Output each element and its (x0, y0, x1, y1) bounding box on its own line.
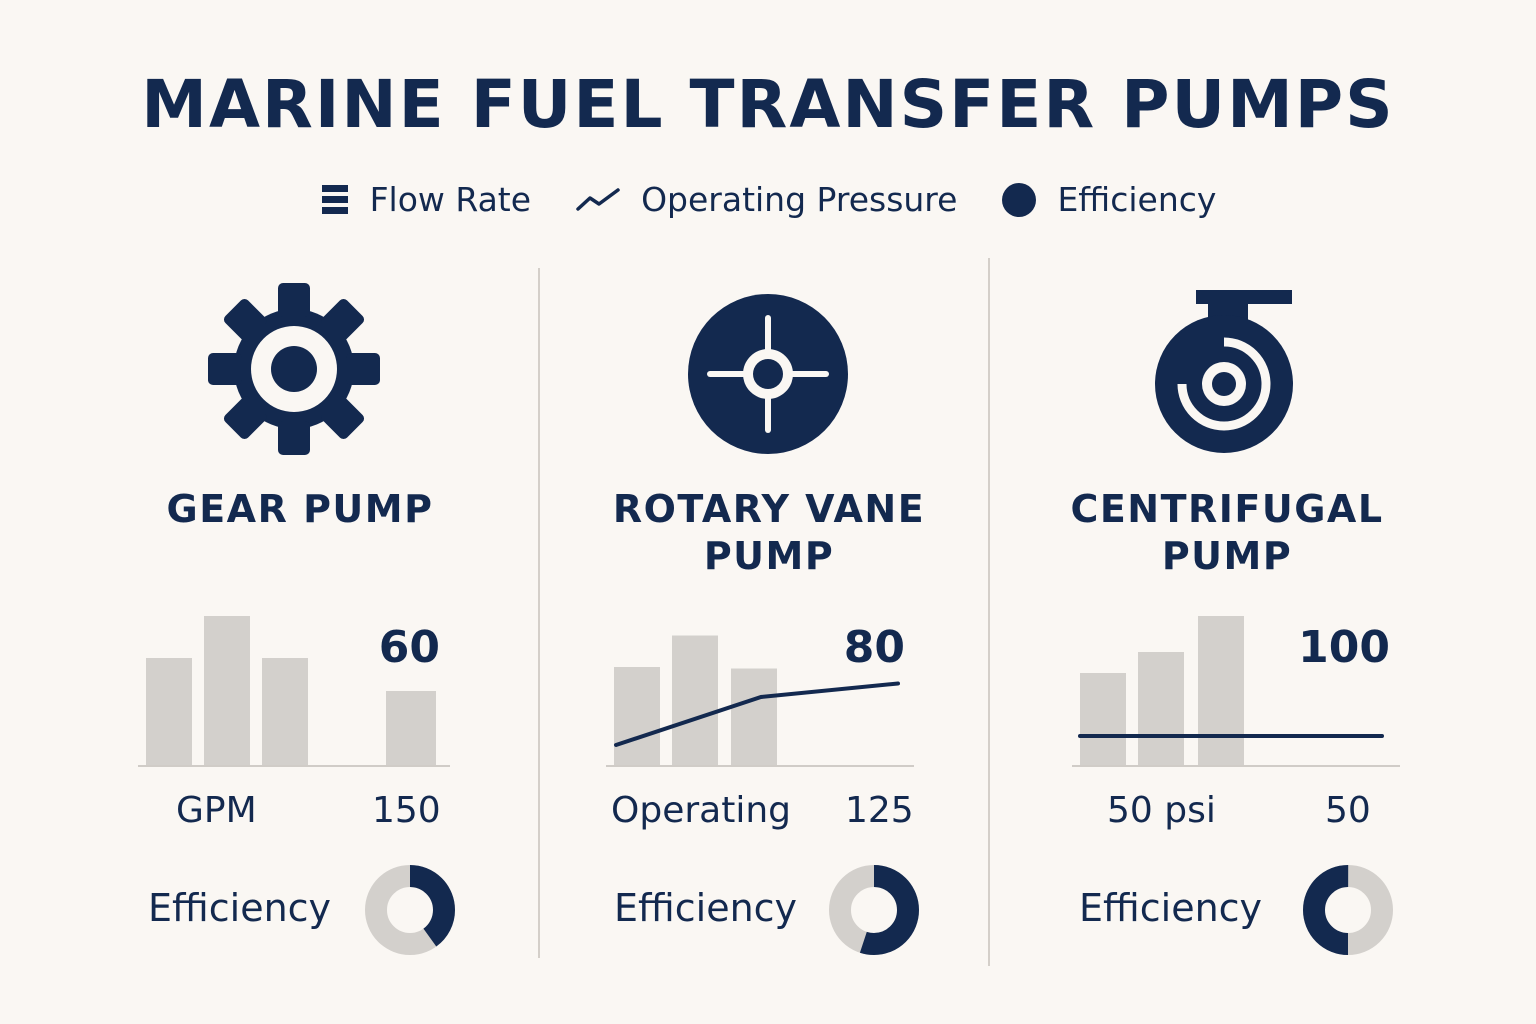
legend-label: Operating Pressure (641, 180, 958, 219)
pump-name: ROTARY VANE PUMP (612, 487, 926, 578)
donut-arc (365, 865, 455, 955)
legend-item-flow-rate: Flow Rate (320, 180, 532, 219)
unit-label: 50 psi (1107, 790, 1216, 831)
divider (538, 268, 540, 958)
value-label: 60 (378, 622, 440, 673)
bar (731, 668, 777, 766)
donut-arc (1303, 865, 1393, 955)
efficiency-label: Efficiency (614, 886, 798, 930)
bar (1138, 652, 1184, 766)
bars-icon (321, 184, 348, 214)
value-label: 80 (843, 622, 905, 673)
legend-label: Efficiency (1057, 180, 1217, 219)
legend-item-efficiency: Efficiency (1001, 180, 1216, 219)
efficiency-donut (1303, 865, 1393, 955)
legend-label: Flow Rate (369, 180, 532, 219)
bar (1198, 616, 1244, 766)
legend: Flow Rate Operating Pressure Efficiency (0, 180, 1536, 219)
legend-item-operating-pressure: Operating Pressure (575, 180, 957, 219)
pump-name: CENTRIFUGAL PUMP (1070, 487, 1384, 578)
gear-icon (208, 283, 380, 455)
unit-label: Operating (611, 790, 791, 831)
donut-arc (829, 865, 919, 955)
pressure-line (614, 681, 900, 747)
mini-chart (606, 635, 914, 767)
efficiency-label: Efficiency (1079, 886, 1263, 930)
efficiency-label: Efficiency (148, 886, 332, 930)
efficiency-donut (829, 865, 919, 955)
max-label: 150 (372, 790, 441, 831)
bar (614, 667, 660, 766)
panel-gear-pump: GEAR PUMP 60 GPM 150 Efficiency (0, 0, 538, 1024)
max-label: 125 (845, 790, 914, 831)
dot-icon (1002, 182, 1037, 217)
mini-chart (138, 616, 450, 767)
panel-centrifugal-pump: CENTRIFUGAL PUMP 100 50 psi 50 Efficiency (990, 0, 1536, 1024)
bar (262, 658, 308, 766)
bar (1080, 673, 1126, 766)
pump-name: GEAR PUMP (166, 487, 434, 531)
bar (146, 658, 192, 766)
page-title: MARINE FUEL TRANSFER PUMPS (141, 66, 1395, 143)
bar (204, 616, 250, 766)
line-icon (576, 187, 620, 211)
mini-chart (1072, 616, 1400, 767)
divider (988, 258, 990, 966)
rotary-vane-icon (688, 294, 848, 454)
centrifugal-icon (1155, 290, 1293, 453)
bar (672, 635, 718, 766)
efficiency-donut (365, 865, 455, 955)
unit-label: GPM (176, 790, 257, 831)
bar (386, 691, 436, 766)
max-label: 50 (1325, 790, 1371, 831)
panel-rotary-vane-pump: ROTARY VANE PUMP 80 Operating 125 Efficie… (540, 0, 988, 1024)
value-label: 100 (1298, 622, 1390, 673)
